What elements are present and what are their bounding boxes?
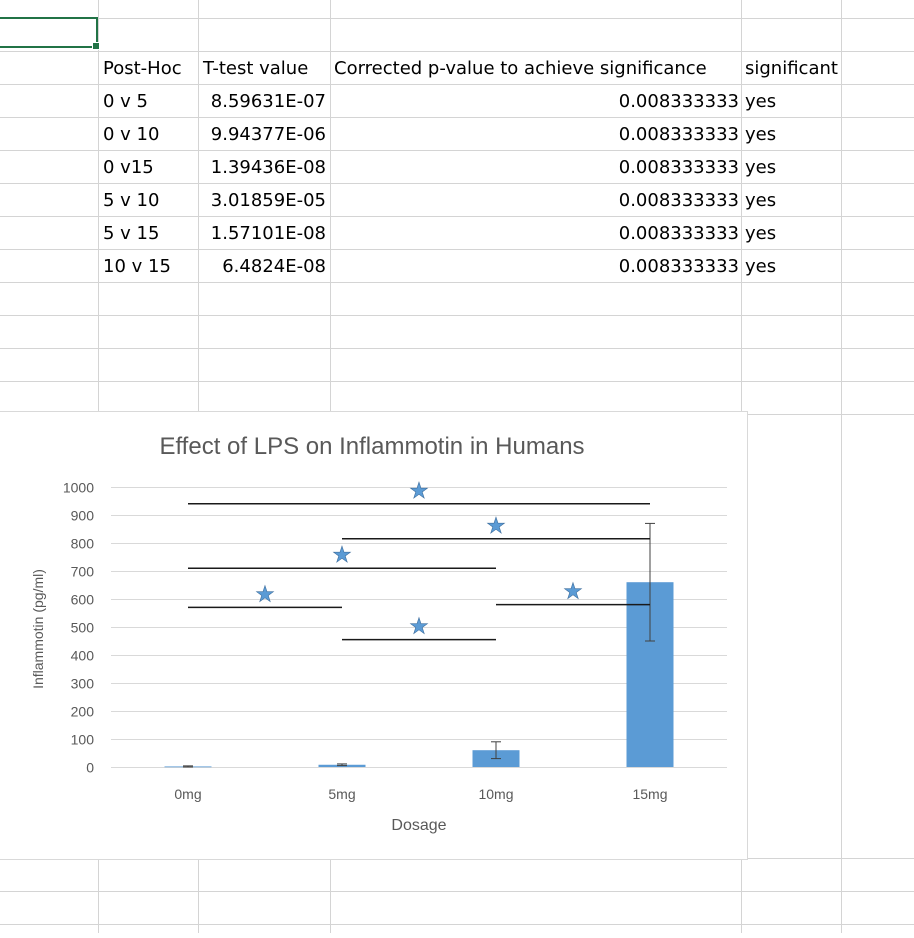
significance-star: ★ [409, 479, 429, 504]
row-4-comparison[interactable]: 5 v 10 [103, 190, 160, 211]
significance-star: ★ [563, 580, 583, 605]
row-2-significant[interactable]: yes [745, 124, 777, 145]
row-1-significant[interactable]: yes [745, 91, 777, 112]
significance-star: ★ [332, 543, 352, 568]
row-6-comparison[interactable]: 10 v 15 [103, 256, 171, 277]
row-6-significant[interactable]: yes [745, 256, 777, 277]
row-1-corrected-p[interactable]: 0.008333333 [618, 91, 739, 112]
y-tick-label: 500 [71, 620, 95, 636]
y-tick-label: 800 [71, 536, 95, 552]
header-significant[interactable]: significant [745, 58, 838, 79]
selected-cell[interactable] [0, 17, 100, 50]
row-5-corrected-p[interactable]: 0.008333333 [618, 223, 739, 244]
row-1-comparison[interactable]: 0 v 5 [103, 91, 148, 112]
y-tick-label: 100 [71, 732, 95, 748]
row-3-t-test[interactable]: 1.39436E-08 [210, 157, 326, 178]
row-5-comparison[interactable]: 5 v 15 [103, 223, 160, 244]
significance-star: ★ [255, 582, 275, 607]
x-tick-label: 10mg [478, 786, 513, 802]
row-4-significant[interactable]: yes [745, 190, 777, 211]
significance-star: ★ [486, 514, 506, 539]
y-tick-label: 400 [71, 648, 95, 664]
fill-handle[interactable] [92, 42, 100, 50]
bar-chart: Effect of LPS on Inflammotin in Humans D… [30, 433, 727, 834]
significance-star: ★ [409, 615, 429, 640]
header-post-hoc[interactable]: Post-Hoc [103, 58, 182, 79]
row-2-comparison[interactable]: 0 v 10 [103, 124, 160, 145]
x-tick-label: 0mg [174, 786, 201, 802]
row-3-significant[interactable]: yes [745, 157, 777, 178]
row-2-corrected-p[interactable]: 0.008333333 [618, 124, 739, 145]
row-4-t-test[interactable]: 3.01859E-05 [210, 190, 326, 211]
chart-area[interactable]: Effect of LPS on Inflammotin in Humans D… [0, 411, 748, 860]
y-tick-label: 600 [71, 592, 95, 608]
row-6-t-test[interactable]: 6.4824E-08 [222, 256, 326, 277]
x-tick-label: 5mg [328, 786, 355, 802]
chart-title: Effect of LPS on Inflammotin in Humans [159, 433, 584, 460]
y-tick-label: 300 [71, 676, 95, 692]
y-axis-title: Inflammotin (pg/ml) [30, 569, 46, 689]
x-axis-title: Dosage [391, 817, 446, 834]
row-4-corrected-p[interactable]: 0.008333333 [618, 190, 739, 211]
row-3-corrected-p[interactable]: 0.008333333 [618, 157, 739, 178]
row-1-t-test[interactable]: 8.59631E-07 [210, 91, 326, 112]
row-3-comparison[interactable]: 0 v15 [103, 157, 154, 178]
header-corrected-p[interactable]: Corrected p-value to achieve significanc… [334, 58, 707, 79]
row-5-significant[interactable]: yes [745, 223, 777, 244]
x-tick-label: 15mg [632, 786, 667, 802]
y-tick-label: 0 [86, 760, 94, 776]
row-5-t-test[interactable]: 1.57101E-08 [210, 223, 326, 244]
y-tick-label: 200 [71, 704, 95, 720]
header-t-test[interactable]: T-test value [203, 58, 309, 79]
y-tick-label: 700 [71, 564, 95, 580]
y-tick-label: 900 [71, 508, 95, 524]
row-2-t-test[interactable]: 9.94377E-06 [210, 124, 326, 145]
y-tick-label: 1000 [63, 480, 94, 496]
row-6-corrected-p[interactable]: 0.008333333 [618, 256, 739, 277]
